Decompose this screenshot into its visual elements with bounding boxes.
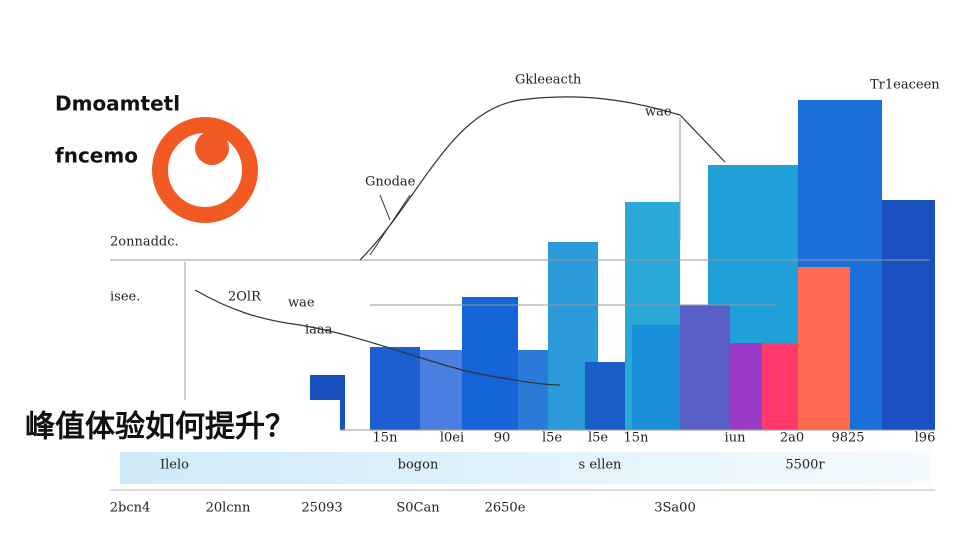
axis-label: 2a0 — [780, 431, 804, 446]
axis-label: l96 — [915, 431, 936, 446]
bar — [762, 343, 798, 430]
bar — [882, 200, 935, 430]
axis-label: Ilelo — [160, 458, 189, 473]
axis-label: 3Sa00 — [654, 501, 695, 516]
annotation: isee. — [110, 290, 140, 305]
axis-label: 25093 — [301, 501, 342, 516]
axis-label: 15n — [624, 431, 650, 446]
bars — [310, 100, 935, 430]
brand-name: fncemo — [55, 144, 138, 168]
curve — [194, 289, 561, 386]
axis-label: l5e — [588, 431, 608, 446]
bar — [680, 305, 730, 430]
annotation: Gnodae — [365, 175, 416, 190]
annotation: iaaa — [305, 323, 333, 338]
guides — [110, 118, 935, 431]
logo — [152, 117, 258, 223]
bar — [730, 343, 762, 430]
axis-label: l5e — [542, 431, 562, 446]
annotation: Gkleeacth — [515, 73, 582, 88]
axis-label: 5500r — [785, 458, 825, 473]
axis-label: 15n — [373, 431, 399, 446]
bar — [585, 362, 625, 430]
annotation: Tr1eaceen — [870, 78, 940, 93]
bar — [420, 350, 462, 430]
brand-name: Dmoamtetl — [55, 92, 180, 116]
annotation: wae — [288, 296, 315, 311]
band — [120, 452, 930, 484]
bar — [370, 347, 420, 430]
axis-label: 90 — [494, 431, 511, 446]
axis-label: l0ei — [440, 431, 464, 446]
bar — [632, 325, 685, 430]
caption-box — [15, 400, 340, 452]
axis-label: 2650e — [485, 501, 526, 516]
axis-label: bogon — [398, 458, 439, 473]
pointer — [369, 194, 411, 256]
bar — [798, 267, 850, 430]
axis-label: s ellen — [579, 458, 623, 473]
curve — [359, 96, 726, 261]
bar — [518, 350, 548, 430]
caption: 峰值体验如何提升？ — [25, 410, 295, 445]
axis-label: iun — [725, 431, 747, 446]
axis-label: 20lcnn — [206, 501, 251, 516]
axis-label: S0Can — [396, 501, 440, 516]
annotation: 2OlR — [228, 290, 262, 305]
annotation: 2onnaddc. — [110, 235, 179, 250]
axis-label: 9825 — [831, 431, 864, 446]
labels: Gkleeacth Tr1eaceen wae Gnodae 2onnaddc. isee… — [110, 73, 941, 516]
annotation: wae — [645, 105, 672, 120]
bar — [462, 297, 518, 430]
axis-label: 2bcn4 — [110, 501, 151, 516]
